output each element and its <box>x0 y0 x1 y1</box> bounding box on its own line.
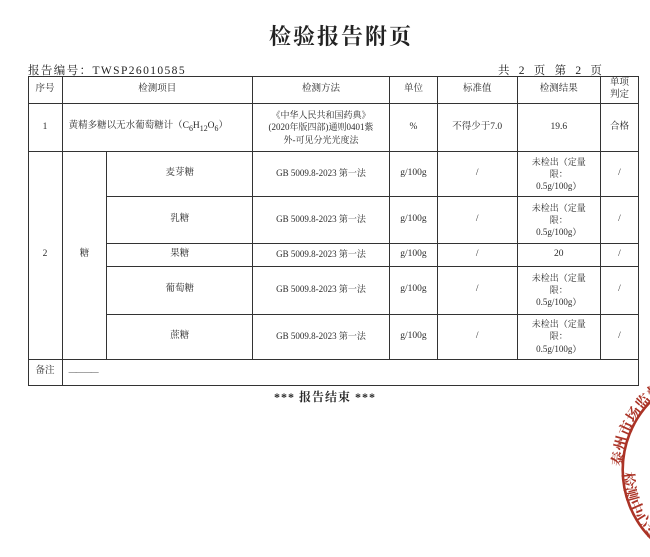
svg-text:检测中心专用章: 检测中心专用章 <box>617 471 650 557</box>
